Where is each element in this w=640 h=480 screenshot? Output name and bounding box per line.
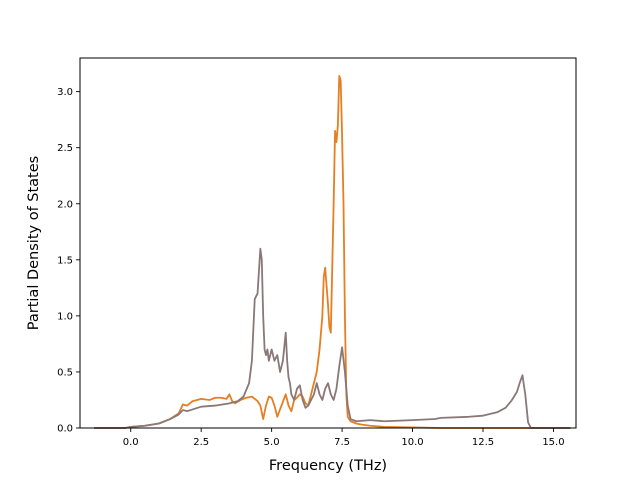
y-axis-ticks: 0.0 0.5 1.0 1.5 2.0 2.5 3.0 [57,87,80,435]
x-tick-label: 2.5 [193,437,209,448]
y-tick-label: 2.0 [57,199,73,210]
x-tick-label: 0.0 [123,437,139,448]
x-tick-label: 12.5 [472,437,494,448]
x-tick-label: 5.0 [264,437,280,448]
series-lines [94,75,571,429]
y-tick-label: 2.5 [57,143,73,154]
series-line-2 [94,247,571,429]
x-tick-label: 7.5 [334,437,350,448]
x-tick-label: 15.0 [542,437,564,448]
plot-frame [79,57,577,429]
y-tick-label: 3.0 [57,87,73,98]
x-axis-label: Frequency (THz) [269,458,387,474]
y-tick-label: 1.5 [57,255,73,266]
y-axis-label: Partial Density of States [26,156,42,330]
plot-area [80,58,576,428]
x-tick-label: 10.0 [401,437,423,448]
x-axis-ticks: 0.0 2.5 5.0 7.5 10.0 12.5 15.0 [123,428,565,448]
y-tick-label: 0.5 [57,367,73,378]
y-tick-label: 1.0 [57,311,73,322]
y-tick-label: 0.0 [57,424,73,435]
